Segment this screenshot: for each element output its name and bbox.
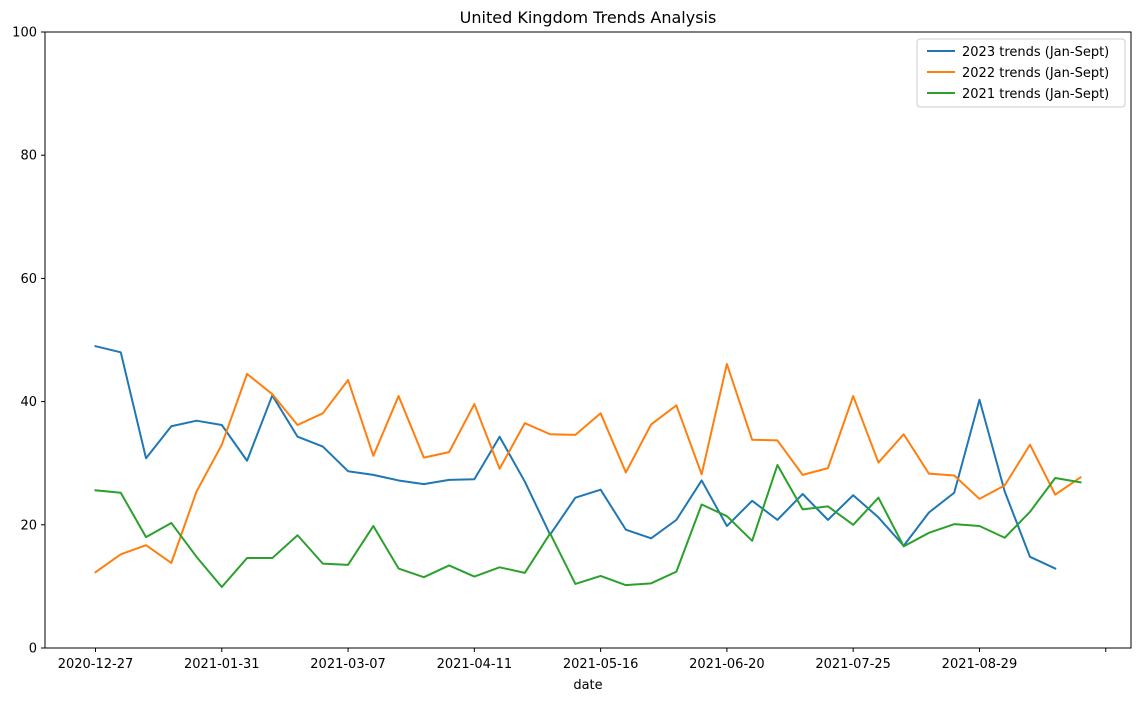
series-layer: [94, 344, 1082, 589]
x-tick-label: 2020-12-27: [58, 657, 134, 672]
series-line-2: [94, 363, 1082, 574]
series-line-3: [94, 464, 1082, 589]
legend: 2023 trends (Jan-Sept) 2022 trends (Jan-S…: [916, 38, 1126, 108]
legend-box: [916, 38, 1126, 108]
y-tick-label: 40: [20, 395, 37, 410]
x-tick-label: 2021-03-07: [310, 657, 386, 672]
x-tick-label: 2021-05-16: [563, 657, 639, 672]
legend-entry: 2023 trends (Jan-Sept): [962, 45, 1109, 60]
y-tick-label: 100: [12, 26, 37, 41]
plot-frame: [44, 31, 1132, 649]
x-axis-label: date: [573, 678, 602, 693]
y-axis: 0 20 40 60 80 100: [12, 26, 45, 657]
series-line-1: [94, 344, 1057, 570]
legend-entry: 2022 trends (Jan-Sept): [962, 66, 1109, 81]
x-axis: 2020-12-27 2021-01-31 2021-03-07 2021-04-11…: [58, 648, 1107, 672]
y-tick-label: 20: [20, 518, 37, 533]
x-tick-label: 2021-01-31: [184, 657, 260, 672]
y-tick-label: 80: [20, 149, 37, 164]
x-tick-label: 2021-08-29: [942, 657, 1018, 672]
y-tick-label: 0: [29, 642, 37, 657]
x-tick-label: 2021-04-11: [437, 657, 513, 672]
y-tick-label: 60: [20, 272, 37, 287]
legend-entry: 2021 trends (Jan-Sept): [962, 87, 1109, 102]
x-tick-label: 2021-07-25: [815, 657, 891, 672]
x-tick-label: 2021-06-20: [689, 657, 765, 672]
chart-title: United Kingdom Trends Analysis: [460, 8, 717, 27]
